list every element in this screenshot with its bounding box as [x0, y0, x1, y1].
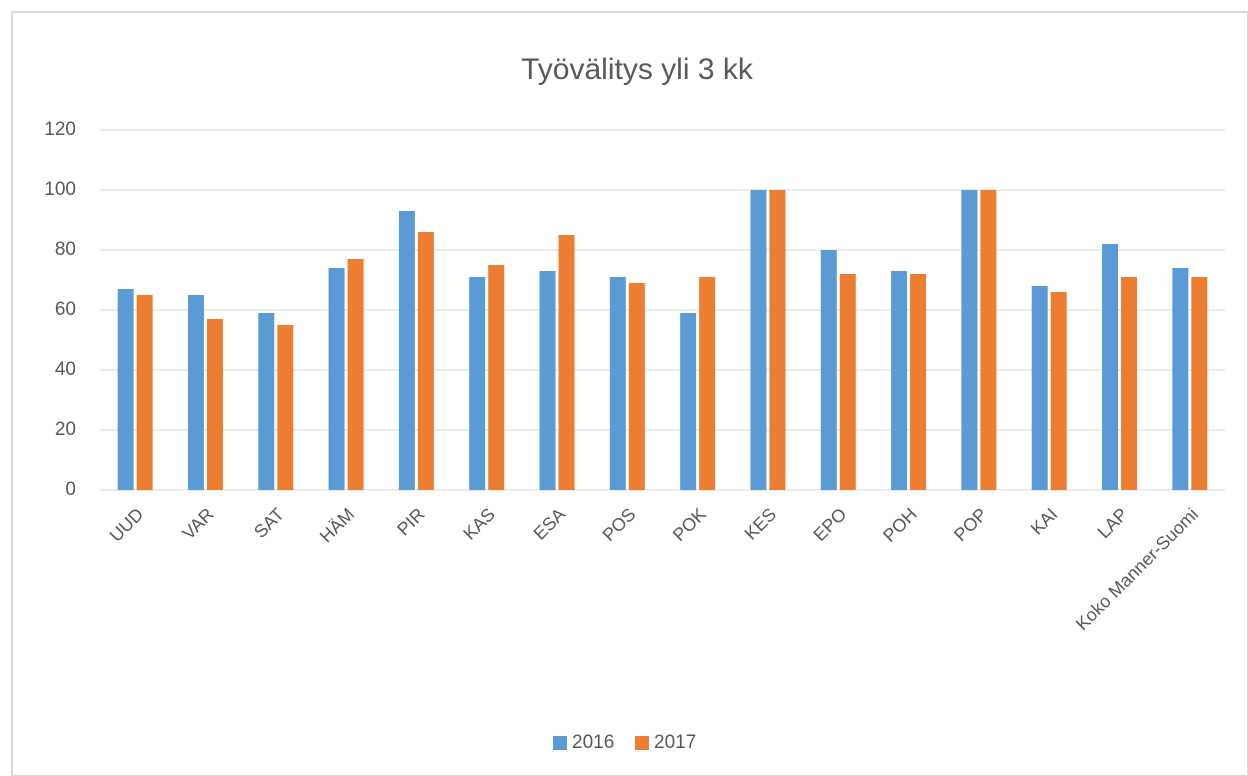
bar: [277, 325, 294, 490]
y-tick-label: 20: [55, 419, 76, 440]
bar: [980, 190, 997, 490]
bar: [910, 274, 927, 490]
bar: [187, 295, 204, 490]
bar: [820, 250, 837, 490]
legend-swatch: [635, 736, 649, 750]
y-tick-label: 40: [55, 359, 76, 380]
bar: [258, 313, 275, 490]
y-tick-label: 60: [55, 299, 76, 320]
y-tick-label: 80: [55, 239, 76, 260]
bar: [961, 190, 978, 490]
bar: [699, 277, 716, 490]
bar: [1172, 268, 1189, 490]
bar: [1050, 292, 1067, 490]
y-tick-label: 0: [65, 479, 76, 500]
bar: [117, 289, 134, 490]
bar: [558, 235, 575, 490]
chart-title: Työvälitys yli 3 kk: [521, 53, 754, 86]
bar: [1191, 277, 1208, 490]
legend-label: 2017: [654, 732, 696, 753]
y-tick-label: 100: [44, 179, 76, 200]
legend-label: 2016: [572, 732, 614, 753]
bar: [1031, 286, 1048, 490]
bar: [136, 295, 153, 490]
bar: [347, 259, 364, 490]
bar: [769, 190, 786, 490]
bar: [680, 313, 697, 490]
bar: [750, 190, 767, 490]
bar: [891, 271, 908, 490]
bar: [398, 211, 415, 490]
bar: [628, 283, 645, 490]
bar: [839, 274, 856, 490]
bar: [488, 265, 505, 490]
y-tick-label: 120: [44, 119, 76, 140]
bar: [539, 271, 556, 490]
bar: [1102, 244, 1119, 490]
bar: [469, 277, 486, 490]
bar: [417, 232, 434, 490]
bar: [206, 319, 223, 490]
legend-swatch: [553, 736, 567, 750]
bar: [609, 277, 626, 490]
bar: [1121, 277, 1138, 490]
bar: [328, 268, 345, 490]
